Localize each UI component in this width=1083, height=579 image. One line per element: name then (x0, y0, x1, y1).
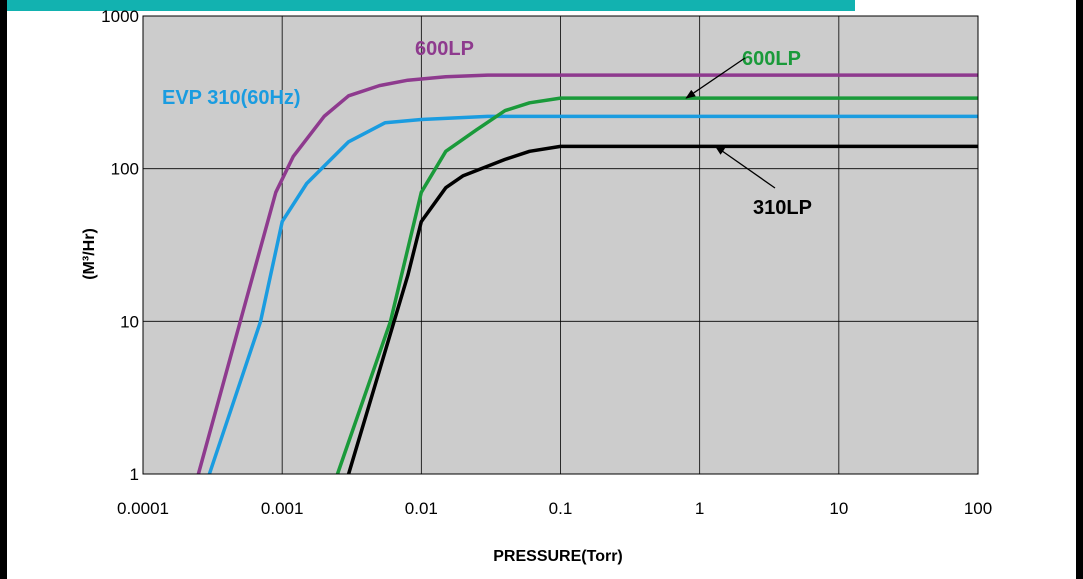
y-axis-ticks: 1 10 100 1000 (101, 7, 139, 484)
header-accent-bar (7, 0, 855, 11)
y-axis-title: (M³/Hr) (81, 228, 98, 280)
series-line-evp-310-60hz--1 (207, 114, 978, 475)
y-tick-label: 1000 (101, 7, 139, 26)
series-lines (196, 73, 978, 475)
x-tick-label: 1 (695, 499, 704, 518)
y-tick-label: 1 (130, 465, 139, 484)
x-tick-label: 10 (829, 499, 848, 518)
series-line-600lp-0 (196, 73, 978, 475)
x-axis-ticks: 0.0001 0.001 0.01 0.1 1 10 100 (117, 499, 992, 518)
left-frame-border (0, 0, 7, 579)
annotation-arrow-2 (685, 57, 746, 99)
y-tick-label: 10 (120, 312, 139, 331)
series-label-1: EVP 310(60Hz) (162, 87, 301, 109)
x-tick-label: 0.1 (549, 499, 573, 518)
x-axis-title: PRESSURE(Torr) (493, 548, 623, 565)
x-tick-label: 0.01 (405, 499, 438, 518)
y-tick-label: 100 (111, 160, 139, 179)
plot-border (142, 15, 979, 475)
x-tick-label: 0.0001 (117, 499, 169, 518)
series-label-3: 310LP (753, 197, 812, 219)
series-line-600lp-2 (335, 96, 978, 475)
series-line-310lp-3 (346, 144, 978, 475)
series-label-0: 600LP (415, 38, 474, 60)
series-label-2: 600LP (742, 48, 801, 70)
x-tick-label: 0.001 (261, 499, 304, 518)
right-frame-border (1076, 0, 1083, 579)
annotation-arrow-3 (714, 145, 776, 189)
series-annotations: 600LP EVP 310(60Hz) 600LP 310LP (162, 38, 812, 219)
x-tick-label: 100 (964, 499, 992, 518)
